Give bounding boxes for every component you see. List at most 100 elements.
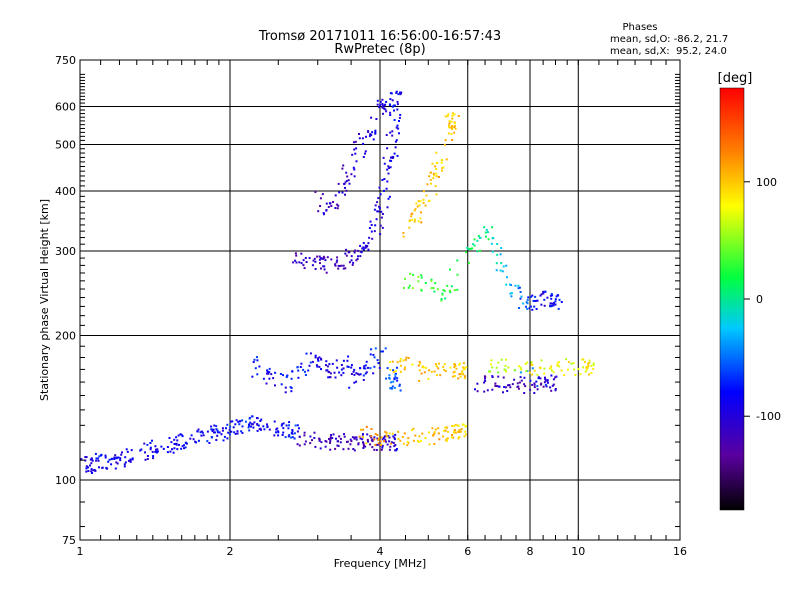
- data-point: [446, 437, 449, 440]
- data-point: [344, 193, 346, 196]
- data-point: [429, 178, 432, 181]
- data-point: [533, 383, 536, 386]
- data-point: [479, 236, 482, 239]
- data-point: [365, 360, 368, 363]
- data-point: [256, 373, 259, 376]
- data-point: [331, 437, 334, 439]
- data-point: [414, 218, 417, 221]
- data-point: [491, 226, 494, 229]
- y-tick-label: 600: [55, 101, 76, 114]
- data-point: [428, 431, 430, 434]
- data-point: [391, 432, 394, 435]
- data-point: [215, 428, 218, 431]
- data-point: [518, 365, 521, 368]
- data-point: [280, 424, 283, 427]
- data-point: [119, 457, 122, 460]
- data-point: [353, 141, 355, 144]
- data-point: [236, 432, 239, 435]
- data-point: [458, 373, 461, 376]
- data-point: [113, 458, 116, 460]
- data-point: [296, 430, 299, 433]
- data-point: [185, 442, 188, 445]
- data-point: [544, 290, 547, 293]
- data-point: [356, 258, 359, 260]
- data-point: [388, 436, 391, 439]
- data-point: [368, 227, 371, 229]
- data-point: [535, 380, 538, 383]
- data-point: [386, 168, 389, 171]
- data-point: [388, 448, 391, 451]
- data-point: [458, 429, 461, 432]
- data-point: [354, 436, 357, 439]
- data-point: [352, 370, 355, 373]
- data-point: [453, 375, 456, 377]
- data-point: [365, 246, 368, 249]
- data-point: [459, 372, 462, 375]
- data-point: [348, 386, 351, 389]
- data-point: [362, 142, 365, 145]
- data-point: [126, 450, 129, 453]
- data-point: [525, 305, 527, 308]
- data-point: [85, 467, 88, 470]
- data-point: [491, 388, 494, 391]
- data-point: [373, 208, 376, 211]
- data-point: [590, 372, 593, 374]
- data-point: [531, 294, 534, 297]
- data-point: [372, 353, 375, 356]
- data-point: [438, 438, 441, 441]
- data-point: [473, 244, 476, 247]
- data-point: [320, 368, 322, 371]
- data-point: [364, 150, 367, 153]
- data-point: [389, 131, 392, 134]
- data-point: [327, 370, 330, 373]
- data-point: [297, 376, 300, 379]
- data-point: [554, 303, 557, 306]
- data-point: [390, 381, 393, 384]
- data-point: [336, 256, 339, 259]
- data-point: [432, 434, 434, 437]
- data-point: [359, 244, 362, 247]
- data-point: [345, 254, 348, 257]
- data-point: [449, 268, 451, 271]
- data-point: [337, 182, 340, 185]
- data-point: [429, 171, 432, 174]
- data-point: [208, 442, 211, 444]
- data-point: [384, 438, 387, 441]
- data-point: [513, 369, 516, 372]
- data-point: [550, 389, 553, 392]
- data-point: [80, 458, 83, 461]
- data-point: [476, 382, 479, 385]
- data-point: [558, 365, 561, 368]
- data-point: [275, 431, 277, 434]
- data-point: [420, 274, 423, 277]
- data-point: [418, 360, 421, 363]
- data-point: [323, 265, 326, 268]
- data-point: [375, 118, 378, 120]
- data-point: [334, 194, 337, 197]
- data-point: [311, 439, 313, 442]
- data-point: [335, 359, 338, 362]
- data-point: [519, 291, 522, 293]
- data-point: [416, 205, 419, 208]
- data-point: [397, 127, 400, 130]
- data-point: [268, 367, 271, 370]
- data-point: [441, 167, 444, 169]
- data-point: [397, 430, 400, 433]
- data-point: [584, 360, 586, 363]
- data-point: [367, 248, 370, 251]
- data-point: [393, 109, 395, 112]
- data-point: [552, 304, 555, 307]
- data-point: [385, 187, 388, 190]
- data-point: [342, 359, 345, 362]
- data-point: [440, 298, 443, 300]
- data-point: [391, 105, 394, 108]
- data-point: [355, 147, 358, 150]
- data-point: [336, 366, 339, 369]
- data-point: [566, 368, 569, 371]
- data-point: [403, 368, 406, 371]
- data-point: [413, 209, 416, 212]
- data-point: [497, 371, 500, 374]
- data-point: [567, 361, 570, 364]
- data-point: [383, 440, 385, 443]
- data-point: [263, 428, 266, 431]
